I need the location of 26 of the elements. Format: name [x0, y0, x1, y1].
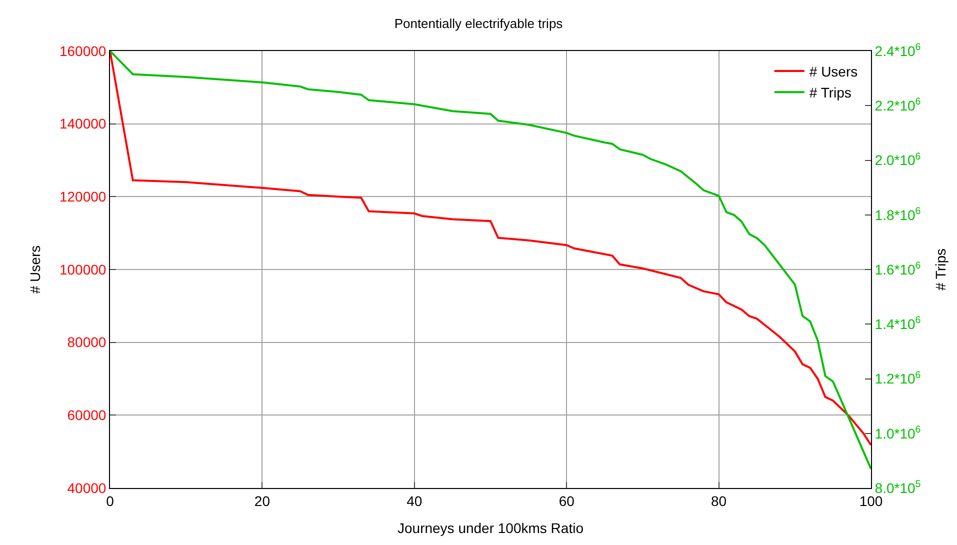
y2-tick-label: 2.4*10$^{6}$	[874, 42, 922, 59]
y-tick-label: 100000	[59, 261, 106, 278]
y2-tick-label: 1.4*10$^{6}$	[874, 315, 922, 332]
y-tick-label: 140000	[59, 116, 106, 132]
x-tick-label: 60	[558, 492, 575, 509]
x-tick-label: 0	[106, 492, 114, 509]
y-tick-label: 160000	[59, 42, 106, 59]
x-axis-title: Journeys under 100kms Ratio	[398, 520, 584, 536]
legend-label: # Trips	[809, 84, 852, 101]
legend-label: # Users	[809, 63, 858, 80]
y-axis-title: # Users	[27, 245, 44, 294]
y2-tick-label: 1.2*10$^{6}$	[874, 370, 922, 387]
y2-axis-title: # Trips	[932, 248, 949, 291]
x-tick-label: 20	[254, 492, 270, 509]
y2-tick-label: 1.6*10$^{6}$	[874, 260, 922, 278]
y-tick-label: 40000	[67, 480, 106, 496]
x-tick-label: 80	[711, 492, 727, 509]
y-tick-label: 60000	[67, 407, 106, 424]
y2-tick-label: 1.8*10$^{6}$	[874, 206, 922, 223]
y-tick-label: 120000	[59, 188, 106, 205]
y-tick-label: 80000	[67, 334, 106, 350]
y2-tick-label: 2.2*10$^{6}$	[874, 96, 922, 114]
chart-title: Pontentially electrifyable trips	[394, 16, 564, 32]
x-tick-label: 40	[406, 492, 422, 509]
y2-tick-label: 2.0*10$^{6}$	[874, 151, 922, 168]
y2-tick-label: 1.0*10$^{6}$	[874, 424, 922, 442]
